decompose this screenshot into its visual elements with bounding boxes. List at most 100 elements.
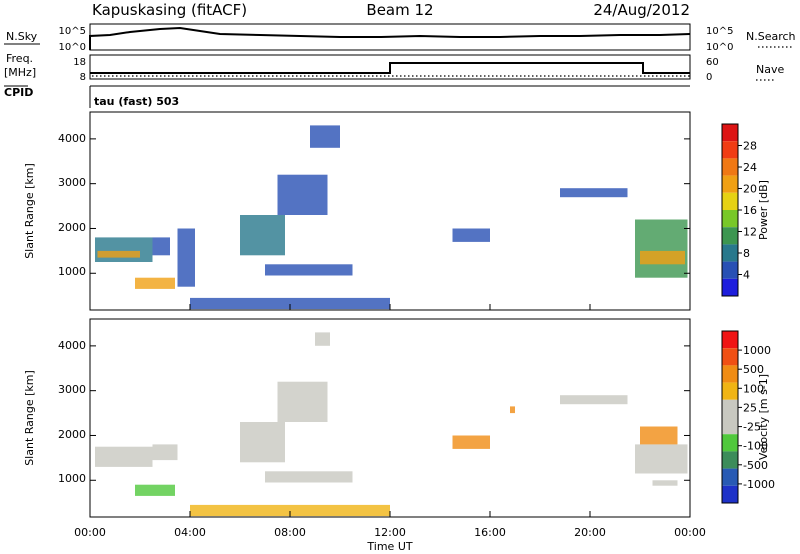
colorbar-cell-7 — [722, 244, 738, 262]
power-echo-region-8 — [265, 264, 353, 276]
power-ytick-4000: 4000 — [58, 132, 86, 145]
power-echo-region-4 — [177, 228, 195, 287]
colorbar-tick-label-1: 24 — [743, 161, 757, 174]
nsky-label: N.Sky — [6, 30, 38, 43]
nave-tick-bottom: 0 — [706, 72, 712, 83]
xtick-1600: 16:00 — [474, 526, 506, 539]
colorbar-cell-4 — [722, 399, 738, 417]
velocity-echo-region-1 — [135, 484, 175, 496]
power-ytick-2000: 2000 — [58, 221, 86, 234]
colorbar-tick-label-5: -100 — [743, 440, 768, 453]
freq-strip: Freq. [MHz] 18 8 60 0 Nave — [4, 52, 784, 83]
colorbar-tick-label-0: 28 — [743, 140, 757, 153]
velocity-echo-region-8 — [452, 435, 490, 449]
velocity-ytick-1000: 1000 — [58, 472, 86, 485]
station-title: Kapuskasing (fitACF) — [92, 1, 247, 19]
cpid-label: CPID — [4, 86, 33, 99]
colorbar-cell-7 — [722, 451, 738, 469]
xtick-0400: 04:00 — [174, 526, 206, 539]
colorbar-tick-label-3: 16 — [743, 204, 757, 217]
velocity-echo-region-13 — [652, 480, 678, 486]
mode-label: tau (fast) 503 — [94, 95, 179, 108]
nsearch-tick-bottom: 10^0 — [706, 42, 733, 53]
colorbar-cell-1 — [722, 141, 738, 159]
xtick-0000-end: 00:00 — [674, 526, 706, 539]
colorbar-tick-label-2: 20 — [743, 183, 757, 196]
nsearch-tick-top: 10^5 — [706, 26, 733, 37]
colorbar-cell-3 — [722, 175, 738, 193]
power-echo-region-0 — [95, 237, 153, 262]
power-data — [95, 125, 688, 310]
nave-tick-top: 60 — [706, 57, 719, 68]
freq-tick-top: 18 — [73, 57, 86, 68]
power-echo-region-12 — [635, 219, 688, 278]
velocity-ytick-4000: 4000 — [58, 339, 86, 352]
colorbar-tick-label-3: 25 — [743, 401, 757, 414]
velocity-colorbar: 1000 500 100 25 -25 -100 -500 -1000 Velocity [m… — [721, 330, 775, 504]
power-panel: 1000 2000 3000 4000 Slant Range [km] — [23, 111, 691, 311]
velocity-echo-region-6 — [265, 471, 353, 483]
freq-frame — [89, 54, 691, 80]
colorbar-tick-label-7: -1000 — [743, 478, 775, 491]
velocity-frame — [89, 318, 691, 518]
power-colorbar-cells — [722, 124, 738, 296]
freq-unit-label: [MHz] — [4, 66, 36, 79]
velocity-echo-region-2 — [152, 444, 178, 461]
velocity-ylabel: Slant Range [km] — [23, 370, 36, 466]
power-echo-region-3 — [152, 237, 170, 256]
velocity-colorbar-frame — [721, 330, 739, 504]
time-axis: 00:00 04:00 08:00 12:00 16:00 20:00 00:0… — [74, 526, 706, 553]
velocity-echo-region-0 — [95, 446, 153, 467]
colorbar-tick-label-4: 12 — [743, 226, 757, 239]
velocity-echo-region-7 — [190, 504, 390, 517]
colorbar-tick-label-2: 100 — [743, 382, 764, 395]
power-ytick-3000: 3000 — [58, 176, 86, 189]
freq-label: Freq. — [6, 52, 33, 65]
colorbar-tick-label-6: 4 — [743, 269, 750, 282]
colorbar-tick-label-5: 8 — [743, 247, 750, 260]
xtick-1200: 12:00 — [374, 526, 406, 539]
colorbar-tick-label-4: -25 — [743, 421, 761, 434]
power-echo-region-10 — [452, 228, 490, 242]
colorbar-tick-label-6: -500 — [743, 459, 768, 472]
colorbar-cell-0 — [722, 124, 738, 142]
xtick-marks — [89, 138, 691, 517]
colorbar-cell-0 — [722, 331, 738, 349]
nsky-strip: N.Sky 10^5 10^0 10^5 10^0 N.Search — [4, 23, 796, 53]
velocity-echo-region-4 — [277, 381, 328, 422]
power-echo-region-5 — [240, 215, 285, 256]
colorbar-cell-6 — [722, 434, 738, 452]
xtick-0000: 00:00 — [74, 526, 106, 539]
nsky-tick-top: 10^5 — [59, 26, 86, 37]
velocity-colorbar-cells — [722, 331, 738, 503]
colorbar-cell-6 — [722, 227, 738, 245]
power-echo-region-6 — [277, 174, 328, 215]
colorbar-cell-3 — [722, 382, 738, 400]
beam-title: Beam 12 — [366, 1, 433, 19]
xaxis-label: Time UT — [366, 540, 412, 553]
nsky-trace — [89, 26, 691, 50]
power-colorbar-label: Power [dB] — [757, 180, 770, 240]
velocity-ytick-2000: 2000 — [58, 428, 86, 441]
velocity-panel: 1000 2000 3000 4000 Slant Range [km] — [23, 318, 691, 518]
xtick-0800: 08:00 — [274, 526, 306, 539]
velocity-colorbar-label: Velocity [m s-1] — [757, 374, 770, 460]
colorbar-cell-9 — [722, 278, 738, 296]
colorbar-cell-1 — [722, 348, 738, 366]
power-colorbar-ticks: 28 24 20 16 12 8 4 — [738, 140, 757, 282]
nave-label: Nave — [756, 63, 784, 76]
colorbar-tick-label-1: 500 — [743, 363, 764, 376]
colorbar-cell-4 — [722, 192, 738, 210]
power-echo-region-13 — [640, 250, 685, 265]
power-echo-region-1 — [97, 250, 140, 258]
cpid-row: CPID tau (fast) 503 — [4, 85, 690, 108]
velocity-echo-region-10 — [560, 395, 628, 405]
colorbar-cell-5 — [722, 417, 738, 435]
date-title: 24/Aug/2012 — [593, 1, 690, 19]
colorbar-tick-label-0: 1000 — [743, 344, 771, 357]
power-colorbar: 28 24 20 16 12 8 4 Power [dB] — [721, 123, 770, 297]
velocity-data — [95, 332, 688, 517]
colorbar-cell-9 — [722, 485, 738, 503]
